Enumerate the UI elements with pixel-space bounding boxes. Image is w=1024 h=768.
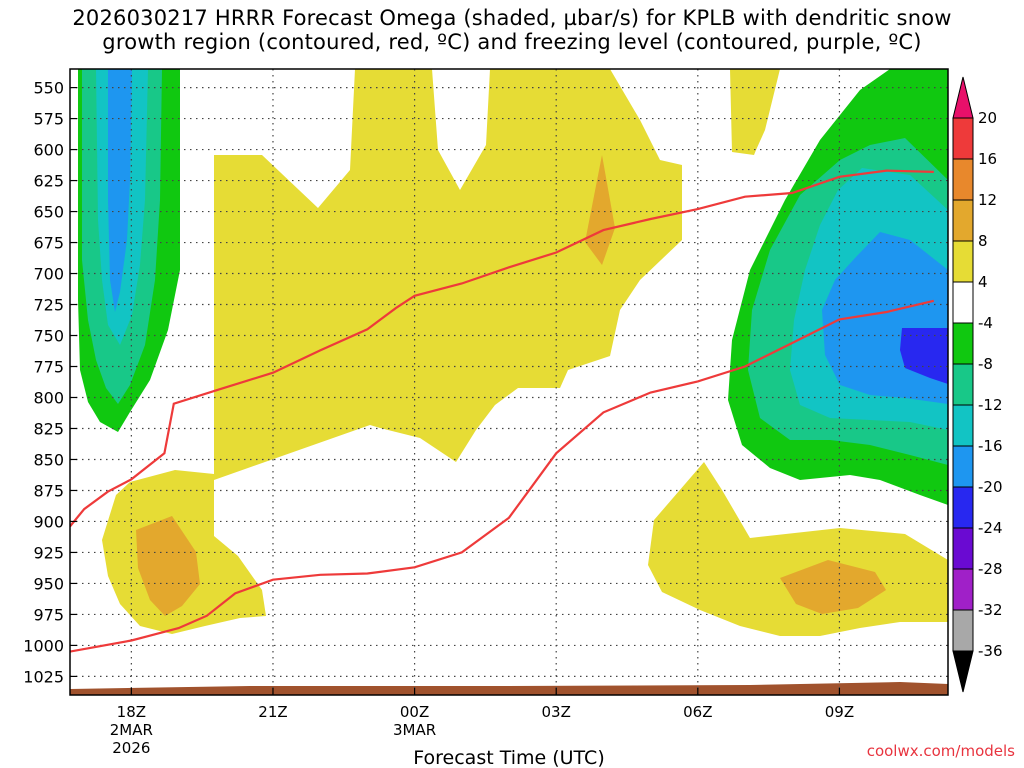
colorbar-label-2: 12 — [978, 191, 997, 209]
colorbar-label-0: 20 — [978, 109, 997, 127]
grid-lines — [70, 69, 948, 695]
omega-upward-8-12-left — [136, 516, 200, 616]
colorbar-band-3 — [952, 199, 974, 242]
x-tick-label-09Z: 09Z — [825, 703, 854, 721]
omega-upward-4-8-top-right — [730, 69, 780, 155]
colorbar-band-8 — [952, 404, 974, 447]
x-axis-label: Forecast Time (UTC) — [413, 747, 604, 768]
x-tick-label-06Z: 06Z — [683, 703, 712, 721]
plot-area — [70, 69, 948, 695]
y-axis: 550 575 600 625 650 675 700 725 750 775 800 825 850 8… — [23, 79, 77, 686]
y-tick-label-800: 800 — [33, 388, 64, 407]
dendritic-snow-growth-top-contour — [70, 169, 934, 528]
credit-text: coolwx.com/models — [867, 742, 1015, 760]
y-tick-label-625: 625 — [33, 172, 64, 191]
colorbar-label-13: -36 — [978, 642, 1003, 660]
y-tick-label-875: 875 — [33, 481, 64, 500]
omega-upward-8-12-right — [780, 560, 886, 614]
x-tick-label-18Z: 18Z — [117, 703, 146, 721]
colorbar-label-7: -12 — [978, 396, 1003, 414]
y-tick-label-850: 850 — [33, 450, 64, 469]
x-tick-date-00Z: 3MAR — [393, 721, 436, 739]
y-tick-label-750: 750 — [33, 327, 64, 346]
x-tick-label-21Z: 21Z — [258, 703, 287, 721]
y-tick-label-675: 675 — [33, 234, 64, 253]
contour-lines — [70, 169, 935, 653]
colorbar-label-1: 16 — [978, 150, 997, 168]
colorbar-label-4: 4 — [978, 273, 988, 291]
colorbar-bottom-triangle — [952, 650, 974, 693]
dendritic-snow-growth-bottom-contour — [70, 299, 935, 653]
colorbar-label-3: 8 — [978, 232, 988, 250]
colorbar-band-12 — [952, 568, 974, 611]
y-tick-label-900: 900 — [33, 512, 64, 531]
y-tick-label-1000: 1000 — [23, 636, 64, 655]
colorbar-band-9 — [952, 445, 974, 488]
chart-title: 2026030217 HRRR Forecast Omega (shaded, … — [0, 6, 1024, 54]
colorbar-band-11 — [952, 527, 974, 570]
y-tick-label-775: 775 — [33, 358, 64, 377]
colorbar-label-12: -32 — [978, 601, 1003, 619]
colorbar: 20 16 12 8 4 -4 -8 -12 -16 -20 -24 -28 -32 -36 — [952, 76, 1003, 693]
x-tick-label-00Z: 00Z — [400, 703, 429, 721]
colorbar-band-13 — [952, 609, 974, 652]
y-tick-label-925: 925 — [33, 543, 64, 562]
colorbar-label-11: -28 — [978, 560, 1003, 578]
y-tick-label-1025: 1025 — [23, 667, 64, 686]
omega-upward-8-12-upper — [585, 155, 615, 265]
y-tick-label-650: 650 — [33, 203, 64, 222]
colorbar-top-triangle — [952, 76, 974, 119]
colorbar-label-9: -20 — [978, 478, 1003, 496]
colorbar-label-10: -24 — [978, 519, 1003, 537]
title-line-1: 2026030217 HRRR Forecast Omega (shaded, … — [72, 6, 952, 30]
y-tick-label-825: 825 — [33, 419, 64, 438]
terrain-fill — [70, 682, 948, 695]
colorbar-band-5 — [952, 281, 974, 324]
y-tick-label-575: 575 — [33, 110, 64, 129]
colorbar-band-7 — [952, 363, 974, 406]
y-tick-label-975: 975 — [33, 605, 64, 624]
omega-downward-minus20-right — [900, 328, 948, 384]
x-tick-label-03Z: 03Z — [542, 703, 571, 721]
plot-frame — [69, 68, 949, 696]
y-tick-label-550: 550 — [33, 79, 64, 98]
title-line-2: growth region (contoured, red, ºC) and f… — [102, 30, 922, 54]
y-tick-label-725: 725 — [33, 296, 64, 315]
colorbar-band-2 — [952, 158, 974, 201]
omega-upward-4-8-central — [214, 69, 682, 480]
colorbar-band-6 — [952, 322, 974, 365]
colorbar-label-6: -8 — [978, 355, 993, 373]
omega-downward-minus16-left-column — [108, 69, 132, 312]
colorbar-band-4 — [952, 240, 974, 283]
omega-shading — [70, 69, 948, 695]
y-tick-label-700: 700 — [33, 265, 64, 284]
colorbar-band-10 — [952, 486, 974, 529]
colorbar-label-5: -4 — [978, 314, 993, 332]
x-tick-year-18Z: 2026 — [112, 739, 150, 757]
y-tick-label-600: 600 — [33, 141, 64, 160]
x-tick-date-18Z: 2MAR — [110, 721, 153, 739]
colorbar-label-8: -16 — [978, 437, 1003, 455]
colorbar-band-1 — [952, 117, 974, 160]
y-tick-label-950: 950 — [33, 574, 64, 593]
